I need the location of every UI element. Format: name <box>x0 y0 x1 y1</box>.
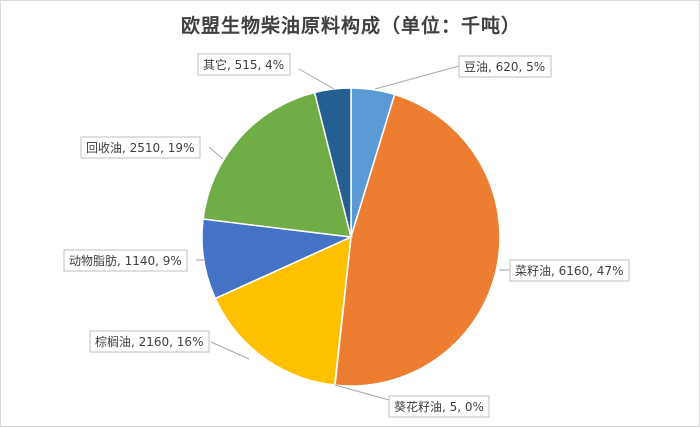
chart-title: 欧盟生物柴油原料构成（单位：千吨） <box>180 15 521 37</box>
pie-slice-1 <box>334 93 501 387</box>
data-label-box-5 <box>80 136 201 159</box>
data-label-box-0 <box>458 55 552 78</box>
leader-line-6 <box>298 68 335 90</box>
pie-slice-6 <box>313 87 352 238</box>
pie-slice-3 <box>214 235 352 386</box>
leader-line-3 <box>210 341 250 360</box>
pie-slice-5 <box>202 91 352 238</box>
data-label-box-6 <box>197 53 291 76</box>
data-label-5: 回收油, 2510, 19% <box>86 141 194 155</box>
leader-line-5 <box>208 146 224 160</box>
data-label-6: 其它, 515, 4% <box>203 57 284 72</box>
data-label-1: 菜籽油, 6160, 47% <box>515 264 623 278</box>
data-label-3: 棕榈油, 2160, 16% <box>95 334 203 349</box>
data-label-2: 葵花籽油, 5, 0% <box>394 399 484 414</box>
data-label-4: 动物脂肪, 1140, 9% <box>69 253 182 268</box>
data-label-box-2 <box>388 395 490 418</box>
leader-line-2 <box>334 384 390 401</box>
data-label-0: 豆油, 620, 5% <box>464 60 545 74</box>
data-label-box-4 <box>63 249 188 272</box>
data-label-box-1 <box>509 259 630 282</box>
data-label-box-3 <box>89 330 210 353</box>
leader-line-0 <box>374 65 460 90</box>
